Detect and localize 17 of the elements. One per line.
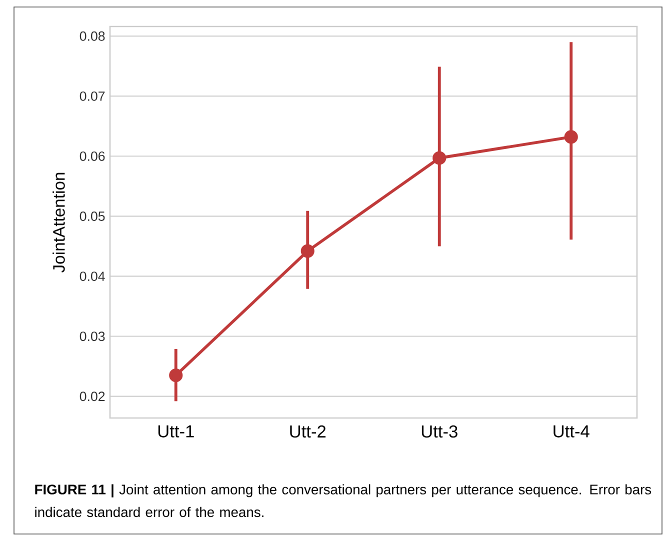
x-tick-label: Utt-1 — [158, 425, 194, 438]
text: FIGURE 11 | Joint attention among the conversational partners per utterance sequence. Error bars indicate standard error of the means. — [35, 484, 652, 518]
x-tick-label: Utt-4 — [554, 425, 590, 438]
y-tick-label: 0.08 — [80, 31, 105, 41]
y-axis-title: JointAttention — [52, 172, 65, 272]
point — [432, 151, 446, 165]
x-tick-label: Utt-3 — [422, 425, 458, 438]
y-tick-label: 0.03 — [80, 332, 105, 342]
y-tick-label: 0.02 — [80, 392, 105, 402]
point — [169, 368, 183, 382]
y-tick-label: 0.05 — [80, 212, 105, 221]
point — [300, 244, 314, 258]
x-tick-label: Utt-2 — [290, 425, 326, 438]
y-tick-label: 0.04 — [80, 272, 105, 281]
point — [564, 130, 578, 144]
y-tick-label: 0.07 — [80, 91, 105, 101]
y-tick-label: 0.06 — [80, 151, 105, 161]
